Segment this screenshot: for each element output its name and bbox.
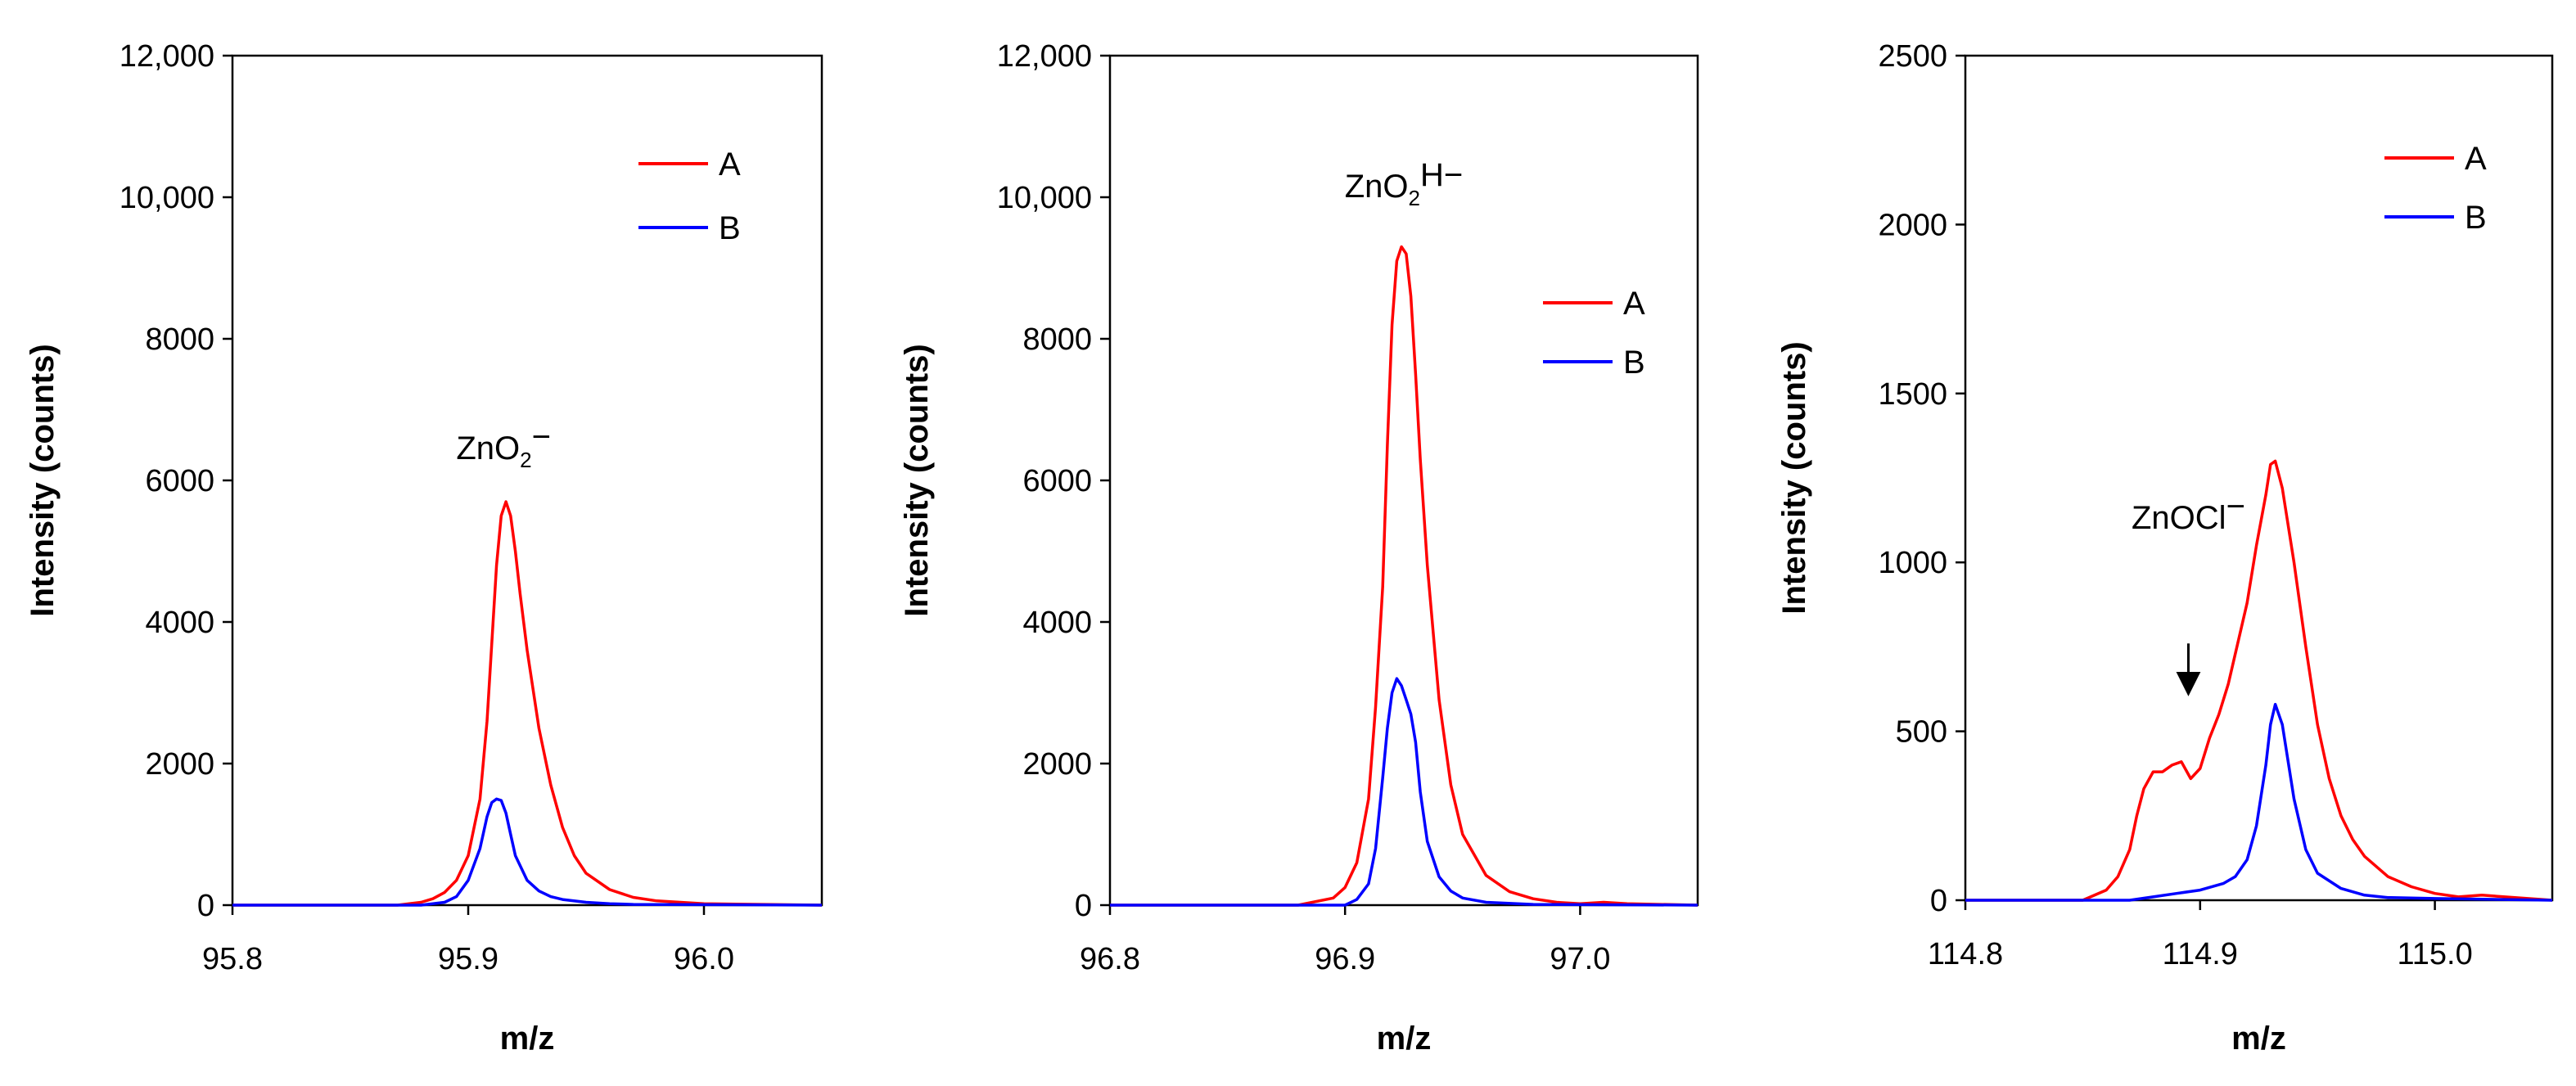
x-axis-title-2: m/z [1377,1021,1432,1057]
x-tick-label-3: 115.0 [2397,937,2472,971]
y-tick-label-1: 2000 [145,747,214,782]
y-tick-label-1: 4000 [145,606,214,640]
series-b-line-1 [232,797,823,907]
y-tick-label-1: 6000 [145,464,214,498]
y-tick-label-1: 8000 [145,322,214,357]
series-b-line-3 [1965,702,2553,902]
y-tick-label-3: 500 [1896,715,1947,750]
legend-label-b-1: B [719,210,741,246]
legend-label-a-2: A [1623,286,1645,322]
y-tick-label-3: 1000 [1878,546,1947,580]
peak-annotation-3: ZnOCl− [2132,489,2245,536]
x-tick-label-2: 96.9 [1315,942,1375,976]
x-tick-label-1: 96.0 [674,942,734,976]
legend-label-a-3: A [2465,141,2487,177]
legend-label-b-3: B [2465,200,2487,236]
y-tick-label-1: 0 [197,889,214,923]
y-tick-label-3: 1500 [1878,377,1947,412]
y-tick-label-1: 10,000 [120,181,214,215]
series-b-line-2 [1110,677,1699,907]
y-axis-title-1: Intensity (counts) [25,344,61,616]
series-a-line-1 [232,500,823,907]
y-tick-label-2: 6000 [1022,464,1092,498]
x-tick-label-1: 95.8 [202,942,263,976]
x-axis-title-3: m/z [2231,1021,2286,1057]
plot-frame-1 [231,54,823,907]
peak-annotation-1: ZnO2− [456,419,551,472]
y-tick-label-2: 0 [1075,889,1092,923]
chart-panel-2: 0 2000 4000 6000 8000 10,000 12,000 96.8 96.9 97.… [899,39,1699,1057]
y-tick-label-2: 2000 [1022,747,1092,782]
y-tick-label-3: 0 [1930,884,1947,918]
y-tick-label-2: 4000 [1022,606,1092,640]
x-tick-label-2: 97.0 [1550,942,1610,976]
y-tick-label-2: 10,000 [997,181,1092,215]
y-tick-label-2: 12,000 [997,39,1092,74]
series-a-line-2 [1110,245,1699,907]
x-tick-label-3: 114.8 [1928,937,2003,971]
y-tick-label-2: 8000 [1022,322,1092,357]
chart-panel-3: 0 500 1000 1500 2000 2500 114.8 114.9 115.0 m/z In… [1776,39,2554,1057]
peak-annotation-2: ZnO2H− [1345,157,1464,210]
legend-label-b-2: B [1623,345,1645,381]
y-axis-title-2: Intensity (counts) [899,344,935,616]
legend-label-a-1: A [719,146,741,183]
y-tick-label-1: 12,000 [120,39,214,74]
plot-frame-3 [1964,54,2554,902]
chart-panel-1: 0 2000 4000 6000 8000 10,000 12,000 95.8 95.9 96.… [25,39,823,1057]
series-a-line-3 [1965,459,2553,902]
y-tick-label-3: 2000 [1878,208,1947,242]
x-tick-label-1: 95.9 [438,942,499,976]
x-axis-title-1: m/z [500,1021,555,1057]
y-tick-label-3: 2500 [1878,39,1947,74]
y-axis-title-3: Intensity (counts) [1776,341,1812,614]
x-tick-label-3: 114.9 [2163,937,2238,971]
x-tick-label-2: 96.8 [1080,942,1140,976]
